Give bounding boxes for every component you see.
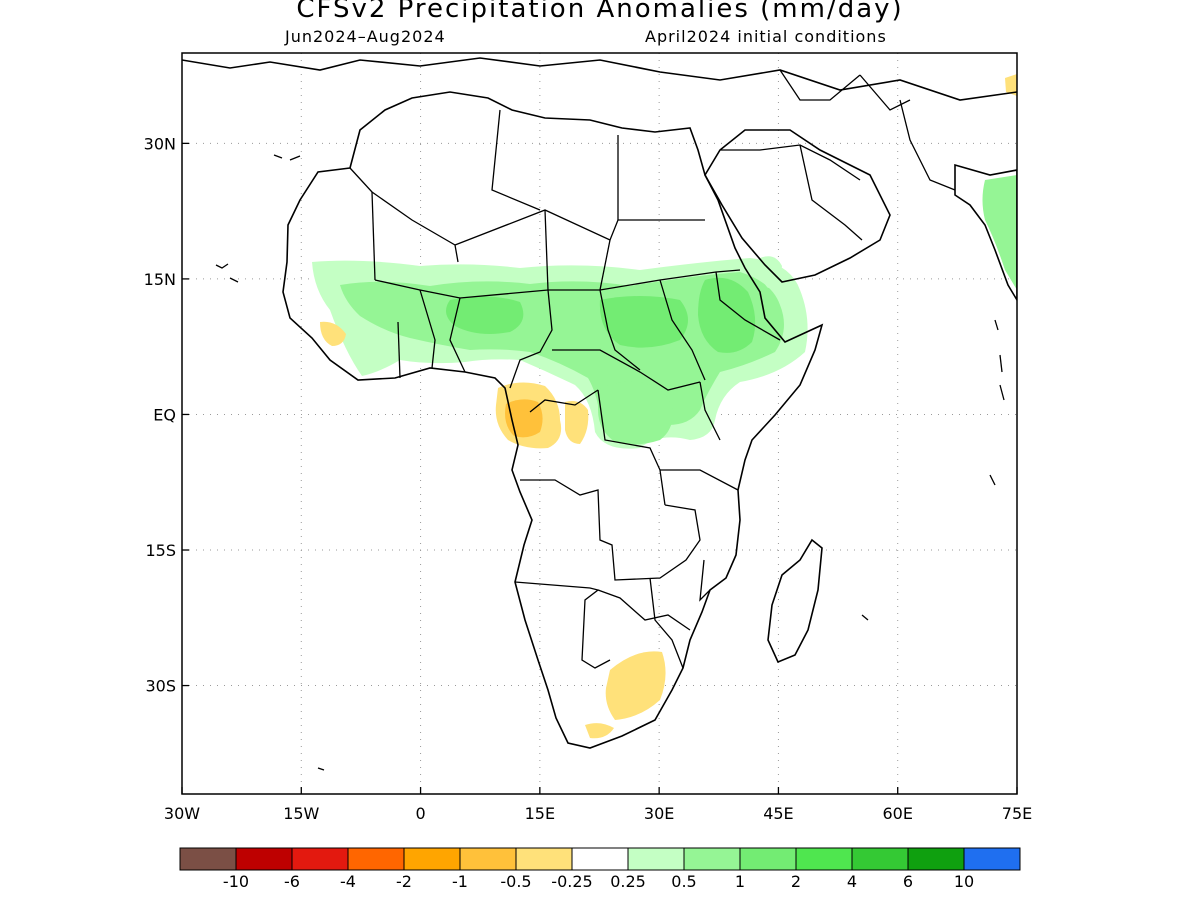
india-coastline xyxy=(954,163,1017,302)
colorbar-swatch xyxy=(907,847,965,871)
ethiopia-wet xyxy=(698,277,756,353)
colorbar-label: -6 xyxy=(284,872,300,891)
colorbar-label: 2 xyxy=(791,872,801,891)
india-west-wet xyxy=(982,175,1017,290)
y-axis-ticks: 30N 15N EQ 15S 30S xyxy=(144,134,189,696)
colorbar-label: -0.25 xyxy=(551,872,592,891)
colorbar-label: -1 xyxy=(452,872,468,891)
central-africa-wet xyxy=(598,381,673,445)
sahel-wet-mid xyxy=(446,296,524,334)
colorbar-label: 10 xyxy=(954,872,974,891)
colorbar-swatch xyxy=(795,847,853,871)
colorbar-swatch xyxy=(235,847,293,871)
colorbar-swatch xyxy=(683,847,741,871)
colorbar-swatch xyxy=(515,847,573,871)
colorbar-label: 0.25 xyxy=(610,872,646,891)
colorbar-swatch xyxy=(291,847,349,871)
gabon-dry-core xyxy=(505,399,543,438)
colorbar-swatch xyxy=(963,847,1021,871)
colorbar-swatch xyxy=(459,847,517,871)
colorbar-label: 6 xyxy=(903,872,913,891)
colorbar: -10 -6 -4 -2 -1 -0.5 -0.25 0.25 0.5 1 2 4 6 10 xyxy=(179,847,1021,891)
colorbar-swatch xyxy=(179,847,237,871)
colorbar-swatch xyxy=(627,847,685,871)
colorbar-label: 4 xyxy=(847,872,857,891)
colorbar-label: -4 xyxy=(340,872,356,891)
x-tick-label: 75E xyxy=(1002,804,1032,823)
liberia-dry xyxy=(320,321,346,346)
colorbar-label: -10 xyxy=(223,872,249,891)
y-tick-label: 15S xyxy=(145,541,176,560)
south-africa-dry-coast xyxy=(585,723,614,739)
colorbar-swatch xyxy=(851,847,909,871)
map-frame xyxy=(181,52,1018,795)
x-tick-label: 0 xyxy=(415,804,425,823)
mediterranean-north xyxy=(182,57,1017,101)
x-tick-label: 30W xyxy=(164,804,200,823)
congo-dry-small xyxy=(565,401,589,444)
madagascar-coastline xyxy=(767,538,823,664)
x-tick-label: 60E xyxy=(882,804,912,823)
x-axis-ticks: 30W 15W 0 15E 30E 45E 60E 75E xyxy=(164,787,1032,823)
y-tick-label: 30S xyxy=(145,677,176,696)
islands xyxy=(215,154,1005,771)
coastlines xyxy=(182,57,1017,749)
colorbar-swatch xyxy=(347,847,405,871)
y-tick-label: 15N xyxy=(144,270,176,289)
south-asia-dry xyxy=(1005,74,1017,96)
x-tick-label: 45E xyxy=(763,804,793,823)
colorbar-swatch xyxy=(739,847,797,871)
arabia-coastline xyxy=(704,129,891,283)
anomaly-shading xyxy=(312,74,1017,739)
period-label: Jun2024–Aug2024 xyxy=(285,27,446,46)
y-tick-label: 30N xyxy=(144,134,176,153)
initial-conditions-label: April2024 initial conditions xyxy=(645,27,887,46)
x-tick-label: 30E xyxy=(644,804,674,823)
south-africa-dry xyxy=(605,651,666,720)
sahel-wet-east xyxy=(599,296,688,348)
colorbar-label: -2 xyxy=(396,872,412,891)
country-borders xyxy=(349,69,956,669)
colorbar-label: 1 xyxy=(735,872,745,891)
x-tick-label: 15E xyxy=(525,804,555,823)
map-title: CFSv2 Precipitation Anomalies (mm/day) xyxy=(296,0,904,24)
colorbar-label: -0.5 xyxy=(500,872,531,891)
colorbar-swatch xyxy=(403,847,461,871)
x-tick-label: 15W xyxy=(283,804,319,823)
colorbar-swatch xyxy=(571,847,629,871)
y-tick-label: EQ xyxy=(153,405,176,424)
colorbar-label: 0.5 xyxy=(671,872,696,891)
africa-coastline xyxy=(282,91,824,749)
